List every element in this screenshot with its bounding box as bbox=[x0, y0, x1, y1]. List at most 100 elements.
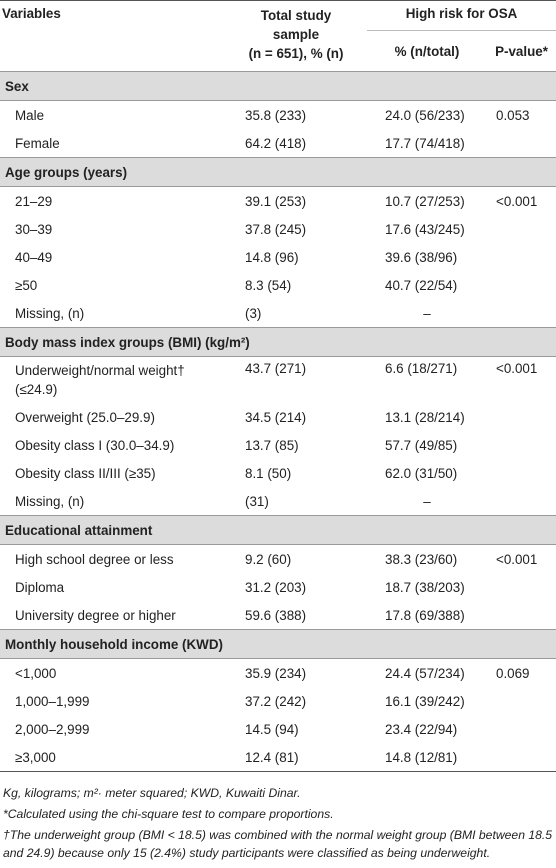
table-row: 21–29 39.1 (253) 10.7 (27/253) <0.001 bbox=[0, 187, 556, 216]
table-row: Female 64.2 (418) 17.7 (74/418) bbox=[0, 129, 556, 158]
cell-pvalue bbox=[487, 687, 556, 715]
cell-total: 43.7 (271) bbox=[245, 361, 307, 376]
row-label: Obesity class I (30.0–34.9) bbox=[15, 437, 175, 453]
cell-pvalue bbox=[487, 403, 556, 431]
table-row: ≥3,000 12.4 (81) 14.8 (12/81) bbox=[0, 743, 556, 772]
cell-pvalue bbox=[487, 431, 556, 459]
cell-pvalue: <0.001 bbox=[496, 551, 538, 567]
cell-high-risk: 17.6 (43/245) bbox=[385, 221, 465, 237]
section-header: Body mass index groups (BMI) (kg/m²) bbox=[0, 327, 556, 357]
row-label: <1,000 bbox=[15, 665, 57, 681]
cell-total: 37.8 (245) bbox=[245, 221, 307, 237]
table-row: Overweight (25.0–29.9) 34.5 (214) 13.1 (28… bbox=[0, 403, 556, 431]
cell-total: 35.9 (234) bbox=[245, 665, 307, 681]
cell-pvalue: 0.069 bbox=[496, 665, 530, 681]
table-row: Missing, (n) (3) – bbox=[0, 299, 556, 328]
cell-high-risk: 17.8 (69/388) bbox=[385, 607, 465, 623]
cell-pvalue: 0.053 bbox=[496, 107, 530, 123]
row-label: ≥3,000 bbox=[0, 743, 225, 772]
footnotes: Kg, kilograms; m²· meter squared; KWD, K… bbox=[0, 772, 556, 862]
cell-high-risk: 6.6 (18/271) bbox=[385, 361, 458, 376]
cell-total: 13.7 (85) bbox=[245, 437, 299, 453]
table-row: 30–39 37.8 (245) 17.6 (43/245) bbox=[0, 215, 556, 243]
cell-total: (31) bbox=[245, 493, 269, 509]
cell-high-risk: 39.6 (38/96) bbox=[385, 249, 458, 265]
cell-total: 9.2 (60) bbox=[245, 551, 292, 567]
header-pvalue: P-value* bbox=[495, 43, 548, 59]
cell-pvalue bbox=[487, 487, 556, 516]
section-header: Monthly household income (KWD) bbox=[0, 629, 556, 659]
row-label: Missing, (n) bbox=[15, 493, 85, 509]
cell-total: 8.1 (50) bbox=[245, 465, 292, 481]
table-row: Obesity class I (30.0–34.9) 13.7 (85) 57.7… bbox=[0, 431, 556, 459]
cell-total: 59.6 (388) bbox=[245, 607, 307, 623]
cell-high-risk: 57.7 (49/85) bbox=[385, 437, 458, 453]
footnote-abbreviations: Kg, kilograms; m²· meter squared; KWD, K… bbox=[3, 786, 301, 800]
cell-total: 14.5 (94) bbox=[245, 721, 299, 737]
cell-total: 31.2 (203) bbox=[245, 579, 307, 595]
table-row: Diploma 31.2 (203) 18.7 (38/203) bbox=[0, 573, 556, 601]
cell-total: 8.3 (54) bbox=[245, 277, 292, 293]
table-row: Male 35.8 (233) 24.0 (56/233) 0.053 bbox=[0, 101, 556, 130]
header-total-line2: sample bbox=[272, 27, 320, 42]
row-label: Underweight/normal weight† (≤24.9) bbox=[15, 363, 185, 397]
cell-high-risk: 17.7 (74/418) bbox=[385, 135, 465, 151]
results-table: Variables Total study sample (n = 651), … bbox=[0, 0, 556, 772]
header-percent: % (n/total) bbox=[394, 43, 460, 59]
section-header: Sex bbox=[0, 71, 556, 101]
row-label: 30–39 bbox=[15, 221, 53, 237]
section-title: Body mass index groups (BMI) (kg/m²) bbox=[0, 327, 556, 357]
row-label: 2,000–2,999 bbox=[15, 721, 90, 737]
cell-total: (3) bbox=[245, 305, 262, 321]
cell-pvalue bbox=[487, 459, 556, 487]
row-label: University degree or higher bbox=[15, 607, 176, 623]
cell-total: 12.4 (81) bbox=[225, 743, 367, 772]
cell-high-risk: 62.0 (31/50) bbox=[385, 465, 458, 481]
cell-high-risk: – bbox=[423, 305, 431, 321]
table-row: Obesity class II/III (≥35) 8.1 (50) 62.0 (… bbox=[0, 459, 556, 487]
row-label: Missing, (n) bbox=[15, 305, 85, 321]
cell-high-risk: 10.7 (27/253) bbox=[385, 193, 465, 209]
cell-pvalue: <0.001 bbox=[496, 193, 538, 209]
table-row: 40–49 14.8 (96) 39.6 (38/96) bbox=[0, 243, 556, 271]
cell-high-risk: 24.4 (57/234) bbox=[385, 665, 465, 681]
cell-high-risk: 14.8 (12/81) bbox=[367, 743, 487, 772]
cell-pvalue bbox=[487, 715, 556, 743]
row-label: ≥50 bbox=[15, 277, 38, 293]
row-label: High school degree or less bbox=[15, 551, 174, 567]
cell-high-risk: 24.0 (56/233) bbox=[385, 107, 465, 123]
section-title: Educational attainment bbox=[0, 515, 556, 545]
table-body: Sex Male 35.8 (233) 24.0 (56/233) 0.053 Femal… bbox=[0, 71, 556, 772]
cell-high-risk: 38.3 (23/60) bbox=[385, 551, 458, 567]
cell-pvalue bbox=[487, 271, 556, 299]
table-row: 2,000–2,999 14.5 (94) 23.4 (22/94) bbox=[0, 715, 556, 743]
footnote-star: *Calculated using the chi-square test to… bbox=[3, 807, 334, 821]
section-title: Monthly household income (KWD) bbox=[0, 629, 556, 659]
cell-pvalue bbox=[487, 743, 556, 772]
table-row: University degree or higher 59.6 (388) 17.… bbox=[0, 601, 556, 630]
cell-total: 34.5 (214) bbox=[245, 409, 307, 425]
row-label: Female bbox=[15, 135, 60, 151]
cell-total: 64.2 (418) bbox=[245, 135, 307, 151]
row-label: Diploma bbox=[15, 579, 65, 595]
table-row: 1,000–1,999 37.2 (242) 16.1 (39/242) bbox=[0, 687, 556, 715]
table-header: Variables Total study sample (n = 651), … bbox=[0, 0, 556, 72]
header-total-sample: Total study sample (n = 651), % (n) bbox=[225, 1, 367, 72]
cell-high-risk: – bbox=[423, 493, 431, 509]
row-label: Obesity class II/III (≥35) bbox=[15, 465, 156, 481]
cell-total: 39.1 (253) bbox=[245, 193, 307, 209]
cell-pvalue bbox=[487, 299, 556, 328]
section-title: Sex bbox=[0, 71, 556, 101]
cell-pvalue: <0.001 bbox=[496, 361, 538, 376]
cell-pvalue bbox=[487, 573, 556, 601]
header-variables: Variables bbox=[2, 6, 61, 21]
section-title: Age groups (years) bbox=[0, 157, 556, 187]
table-row: <1,000 35.9 (234) 24.4 (57/234) 0.069 bbox=[0, 659, 556, 688]
cell-total: 37.2 (242) bbox=[245, 693, 307, 709]
row-label: Overweight (25.0–29.9) bbox=[15, 409, 155, 425]
table-row: High school degree or less 9.2 (60) 38.3 (… bbox=[0, 545, 556, 574]
cell-total: 35.8 (233) bbox=[245, 107, 307, 123]
cell-pvalue bbox=[487, 243, 556, 271]
row-label: 1,000–1,999 bbox=[15, 693, 90, 709]
